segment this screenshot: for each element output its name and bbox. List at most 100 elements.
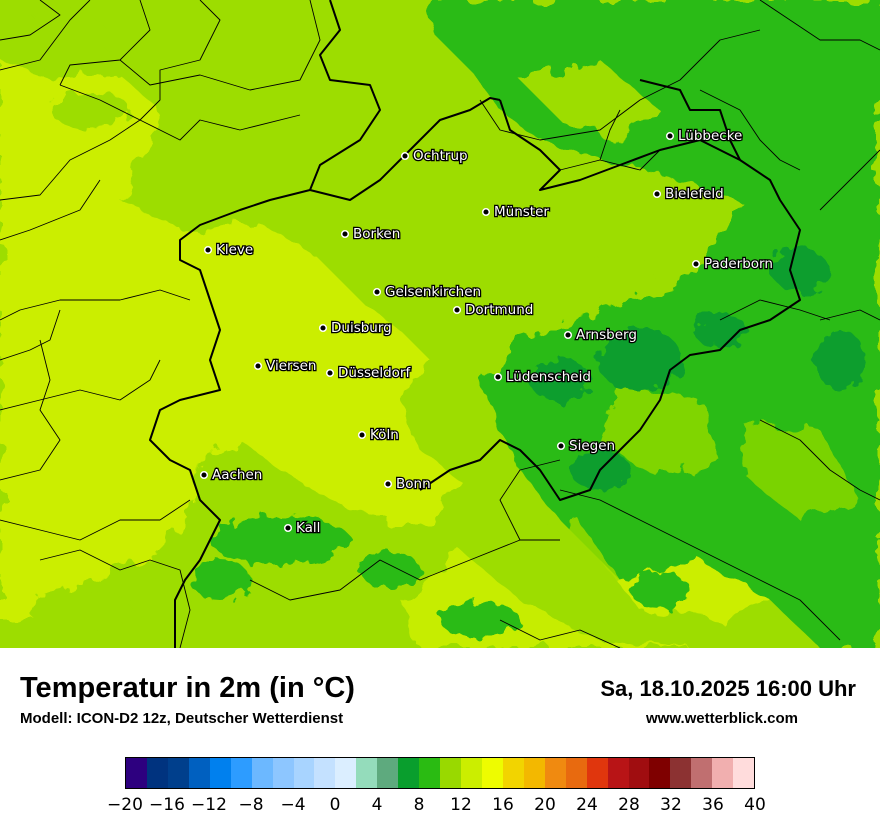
color-scale-tick: 28 <box>618 795 640 815</box>
city-viersen: Viersen <box>253 357 318 375</box>
city-dot <box>203 245 213 255</box>
color-scale-tick: 32 <box>660 795 682 815</box>
city-label: Viersen <box>266 358 316 374</box>
color-scale-swatch <box>523 758 545 788</box>
city-dot <box>400 151 410 161</box>
city-label: Bielefeld <box>665 186 724 202</box>
color-scale-tick: 12 <box>450 795 472 815</box>
color-scale-swatch <box>230 758 252 788</box>
color-scale-tick: −16 <box>149 795 185 815</box>
city-dot <box>452 305 462 315</box>
city-label: Gelsenkirchen <box>385 284 481 300</box>
color-scale-tick: 40 <box>744 795 766 815</box>
city-label: Ochtrup <box>413 148 468 164</box>
color-scale-swatch <box>335 758 357 788</box>
city-label: Köln <box>370 427 399 443</box>
southwest-patches <box>10 10 190 632</box>
city-label: Kall <box>296 520 320 536</box>
city-label: Lübbecke <box>678 128 742 144</box>
city-dot <box>340 229 350 239</box>
city-label: Bonn <box>396 476 431 492</box>
city-paderborn: Paderborn <box>691 255 774 273</box>
color-scale-swatch <box>502 758 524 788</box>
city-borken: Borken <box>340 225 402 243</box>
color-scale-swatch <box>377 758 399 788</box>
color-scale-swatch <box>251 758 273 788</box>
city-siegen: Siegen <box>556 437 616 455</box>
color-scale-swatch <box>544 758 566 788</box>
city-label: Arnsberg <box>576 327 637 343</box>
city-dot <box>556 441 566 451</box>
color-scale-tick: 24 <box>576 795 598 815</box>
eifel-patches <box>190 515 690 638</box>
city-label: Siegen <box>569 438 615 454</box>
city-label: Kleve <box>216 242 253 258</box>
color-scale-swatch <box>167 758 189 788</box>
color-scale-swatch <box>356 758 378 788</box>
city-dot <box>493 372 503 382</box>
color-scale-tick: 36 <box>702 795 724 815</box>
color-scale-tick: 8 <box>413 795 425 815</box>
city-dot <box>318 323 328 333</box>
city-gelsenkirchen: Gelsenkirchen <box>372 283 482 301</box>
color-scale-swatch <box>398 758 420 788</box>
color-scale-tick: 20 <box>534 795 556 815</box>
website-link[interactable]: www.wetterblick.com <box>646 710 798 727</box>
color-scale-swatch <box>628 758 650 788</box>
color-scale-tick: 0 <box>329 795 341 815</box>
city-aachen: Aachen <box>199 466 264 484</box>
city-köln: Köln <box>357 426 400 444</box>
color-scale-swatch <box>481 758 503 788</box>
color-scale-swatch <box>586 758 608 788</box>
city-münster: Münster <box>481 203 551 221</box>
temperature-map: Lübbecke Ochtrup Bielefeld Münster Kleve Bork… <box>0 0 880 648</box>
forecast-datetime: Sa, 18.10.2025 16:00 Uhr <box>600 676 856 701</box>
city-label: Lüdenscheid <box>506 369 591 385</box>
color-scale-tick: −4 <box>280 795 306 815</box>
map-title: Temperatur in 2m (in °C) <box>20 672 355 704</box>
city-ochtrup: Ochtrup <box>400 147 469 165</box>
color-scale-swatch <box>440 758 461 788</box>
color-scale-swatch <box>712 758 734 788</box>
city-label: Borken <box>353 226 400 242</box>
city-dot <box>372 287 382 297</box>
city-label: Paderborn <box>704 256 773 272</box>
city-dot <box>199 470 209 480</box>
city-dot <box>325 368 335 378</box>
city-kleve: Kleve <box>203 241 255 259</box>
color-scale-swatch <box>419 758 441 788</box>
model-subtitle: Modell: ICON-D2 12z, Deutscher Wetterdie… <box>20 710 344 727</box>
city-dot <box>253 361 263 371</box>
city-dot <box>357 430 367 440</box>
color-scale <box>125 757 755 789</box>
color-scale-tick: −8 <box>238 795 264 815</box>
city-label: Duisburg <box>331 320 392 336</box>
city-label: Dortmund <box>465 302 533 318</box>
cool-patches <box>530 248 865 490</box>
city-bonn: Bonn <box>383 475 432 493</box>
city-dortmund: Dortmund <box>452 301 535 319</box>
color-scale-swatch <box>126 758 147 788</box>
color-scale-swatch <box>293 758 315 788</box>
color-scale-tick: 16 <box>492 795 514 815</box>
city-dot <box>665 131 675 141</box>
color-scale-swatch <box>188 758 210 788</box>
color-scale-tick: −20 <box>107 795 143 815</box>
city-duisburg: Duisburg <box>318 319 393 337</box>
color-scale-swatch <box>670 758 692 788</box>
color-scale-swatch <box>607 758 629 788</box>
city-lüdenscheid: Lüdenscheid <box>493 368 592 386</box>
color-scale-ticks: −20 −16 −12 −8 −4 0 4 8 12 16 20 24 28 32 36 40 <box>0 795 880 819</box>
city-markers: Lübbecke Ochtrup Bielefeld Münster Kleve Bork… <box>199 127 774 537</box>
city-label: Aachen <box>212 467 262 483</box>
color-scale-swatch <box>565 758 587 788</box>
color-scale-swatch <box>733 758 755 788</box>
city-label: Münster <box>494 204 549 220</box>
city-dot <box>563 330 573 340</box>
city-dot <box>691 259 701 269</box>
state-borders <box>149 0 801 648</box>
color-scale-swatch <box>461 758 482 788</box>
color-scale-swatch <box>314 758 336 788</box>
city-dot <box>652 189 662 199</box>
city-label: Düsseldorf <box>338 365 411 381</box>
